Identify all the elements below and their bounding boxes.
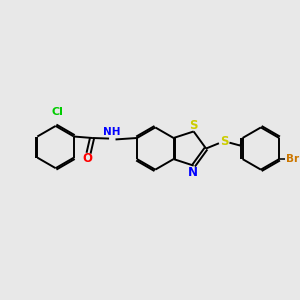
- Text: S: S: [189, 118, 198, 131]
- Text: Cl: Cl: [51, 106, 63, 117]
- Text: NH: NH: [103, 127, 120, 137]
- Text: O: O: [82, 152, 92, 165]
- Text: N: N: [188, 166, 198, 178]
- Text: Br: Br: [286, 154, 299, 164]
- Text: S: S: [220, 135, 229, 148]
